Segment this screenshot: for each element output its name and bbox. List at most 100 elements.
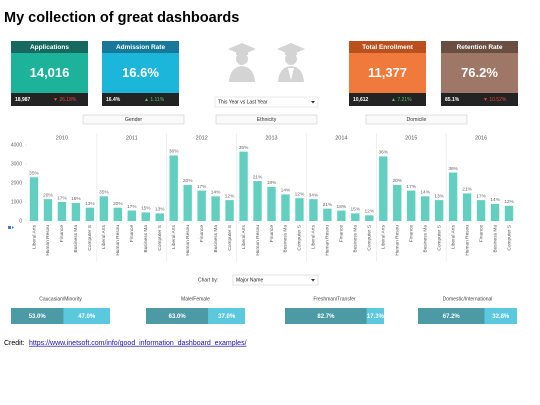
split-label: 47.0% <box>78 314 96 320</box>
bar <box>490 203 500 221</box>
bar <box>295 198 304 221</box>
bar <box>393 184 402 221</box>
bar <box>71 202 81 221</box>
graduate-icons <box>228 43 305 82</box>
split-label: 63.0% <box>169 314 187 320</box>
x-tick-label: Business Ma <box>283 225 289 253</box>
kpi-body <box>102 53 179 93</box>
credit-link[interactable]: https://www.inetsoft.com/info/good_infor… <box>29 340 247 347</box>
kpi-previous: 10,612 <box>353 97 369 103</box>
x-tick-label: Human Resou <box>115 225 121 256</box>
kpi-body <box>441 53 518 93</box>
x-tick-label: Human Resou <box>255 225 261 256</box>
bar <box>211 196 220 221</box>
x-tick-label: Computer S <box>227 225 233 251</box>
split-segment <box>418 308 485 324</box>
share-label: 21% <box>323 202 333 208</box>
split-label: 53.0% <box>29 314 47 320</box>
comparison-dropdown[interactable] <box>214 96 319 108</box>
x-tick-label: Computer S <box>506 225 512 251</box>
x-tick-label: Computer S <box>87 225 93 251</box>
comparison-text[interactable]: This Year vs Last Year <box>218 100 268 106</box>
x-tick-label: Business Ma <box>353 225 359 253</box>
kpi-change: ▲ 1.11% <box>144 97 165 103</box>
split-segment <box>285 308 367 324</box>
kpi-value: 76.2% <box>461 65 498 80</box>
kpi-title: Admission Rate <box>116 44 166 51</box>
x-tick-label: Finance <box>269 225 275 242</box>
x-tick-label: Finance <box>59 225 65 242</box>
tab[interactable] <box>365 114 468 125</box>
bar <box>253 181 262 221</box>
kpi-change: ▲ 7.21% <box>391 97 412 103</box>
share-label: 18% <box>337 204 347 210</box>
bar <box>407 190 416 221</box>
bar <box>448 172 458 221</box>
kpi-previous: 85.1% <box>445 97 460 103</box>
x-tick-label: Human Resou <box>395 225 401 256</box>
kpi-previous: 18,987 <box>15 97 31 103</box>
split-segment <box>146 308 209 324</box>
share-label: 14% <box>211 190 221 196</box>
kpi-header <box>11 41 88 53</box>
split-label: 67.2% <box>443 314 461 320</box>
kpi-change: ▼ 10.52% <box>483 97 507 103</box>
chart-by-label: Chart by: <box>198 278 218 284</box>
share-label: 12% <box>295 191 305 197</box>
dropdown-arrow <box>311 279 315 282</box>
share-label: 35% <box>29 171 39 177</box>
tab-label[interactable]: Domicile <box>407 117 427 123</box>
share-label: 15% <box>141 206 151 212</box>
tab-label[interactable]: Gender <box>125 117 143 123</box>
share-label: 36% <box>378 150 388 156</box>
share-label: 13% <box>85 201 95 207</box>
share-label: 17% <box>476 193 486 199</box>
share-label: 34% <box>309 192 319 198</box>
x-tick-label: Business Ma <box>422 225 428 253</box>
tab[interactable] <box>215 114 318 125</box>
kpi-header <box>349 41 426 53</box>
split-segment <box>366 308 384 324</box>
dropdown-arrow <box>311 101 315 104</box>
share-label: 20% <box>183 178 193 184</box>
chart-by-dropdown[interactable] <box>232 274 319 286</box>
kpi-title: Applications <box>30 44 69 51</box>
x-tick-label: Liberal Arts <box>31 224 37 249</box>
bar <box>462 193 472 221</box>
page-title: My collection of great dashboards <box>4 10 239 26</box>
kpi-footer <box>349 93 426 106</box>
kpi-change: ▼ 26.18% <box>53 97 77 103</box>
share-label: 14% <box>420 190 430 196</box>
y-tick-label: 0 <box>19 218 22 224</box>
bar <box>309 199 318 221</box>
share-label: 36% <box>169 149 179 155</box>
panel-label: 2011 <box>126 135 138 141</box>
share-label: 15% <box>351 207 361 213</box>
share-label: 13% <box>434 193 444 199</box>
panel-label: 2016 <box>475 135 487 141</box>
tab[interactable] <box>82 114 185 125</box>
y-tick-label: 1000 <box>11 199 22 205</box>
split-label: 32.8% <box>492 314 510 320</box>
bar <box>127 210 136 221</box>
share-label: 35% <box>239 145 249 151</box>
chart-by-value[interactable]: Major Name <box>236 278 263 284</box>
share-label: 20% <box>392 178 402 184</box>
split-label: 17.3% <box>367 314 385 320</box>
share-label: 20% <box>43 192 53 198</box>
x-tick-label: Liberal Arts <box>381 224 387 249</box>
share-label: 35% <box>99 190 109 196</box>
bar <box>365 215 374 221</box>
bar <box>197 190 206 221</box>
tab-label[interactable]: Ethnicity <box>257 117 277 123</box>
split-title: Caucasian/Minority <box>39 296 82 302</box>
x-tick-label: Human Resou <box>325 225 331 256</box>
panel-label: 2015 <box>405 135 417 141</box>
share-label: 13% <box>155 207 165 213</box>
kpi-footer <box>11 93 88 106</box>
chart-icon <box>8 226 14 229</box>
panel-label: 2014 <box>335 135 347 141</box>
x-tick-label: Finance <box>129 225 135 242</box>
bar <box>29 177 39 221</box>
